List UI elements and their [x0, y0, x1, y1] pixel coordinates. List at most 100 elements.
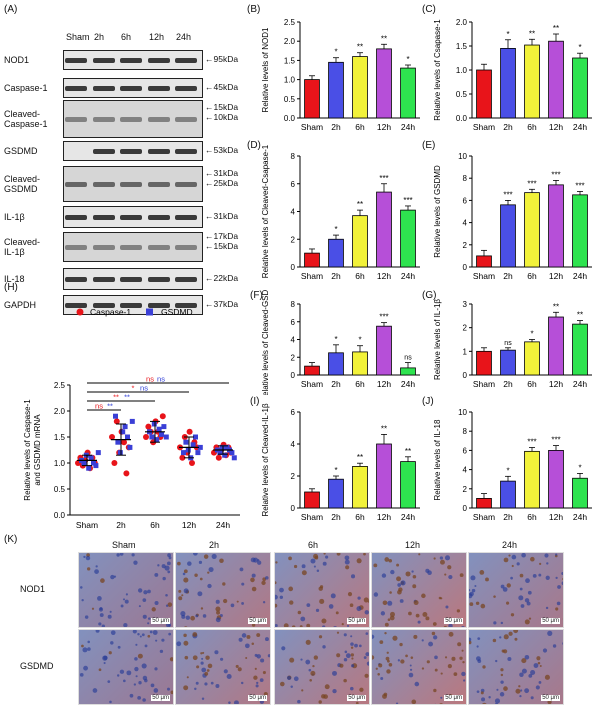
x-tick-label: 24h — [573, 512, 587, 522]
ihc-cell — [200, 652, 203, 655]
blot-band — [148, 215, 170, 220]
ihc-cell — [520, 604, 525, 608]
ihc-cell — [444, 656, 448, 659]
ihc-image: 50 μm — [371, 629, 467, 705]
data-point-gsdmd — [219, 444, 225, 450]
ihc-cell — [123, 679, 126, 683]
ihc-cell — [184, 626, 188, 627]
ihc-cell — [389, 615, 395, 621]
blot-band — [175, 86, 197, 91]
ihc-cell — [525, 578, 530, 584]
y-axis-label: Relative levels of Cleaved-Csapase-1 — [261, 144, 270, 278]
ihc-cell — [343, 657, 348, 662]
bar-chart-e: 0 2 4 6 8 10 Relative levels of GSDMD Sham *** 2h… — [433, 152, 592, 281]
ihc-cell — [421, 593, 426, 599]
ihc-cell — [400, 580, 406, 586]
ihc-cell — [200, 607, 204, 610]
ihc-cell — [313, 655, 319, 660]
ihc-cell — [480, 691, 484, 695]
ihc-cell — [445, 605, 449, 609]
x-tick-label: Sham — [301, 122, 323, 132]
ihc-cell — [233, 700, 239, 704]
ihc-cell — [356, 606, 362, 612]
ihc-cell — [216, 610, 221, 615]
ihc-cell — [220, 657, 224, 661]
ihc-cell — [84, 615, 89, 619]
significance-label: ** — [577, 311, 583, 320]
ihc-cell — [439, 703, 443, 704]
ihc-cell — [417, 620, 421, 624]
ihc-cell — [94, 569, 99, 574]
ihc-cell — [275, 624, 278, 627]
ihc-cell — [150, 683, 155, 688]
blot-band — [148, 58, 170, 63]
ihc-cell — [167, 570, 171, 574]
blot-band — [120, 277, 142, 282]
data-point-caspase-1 — [123, 470, 130, 477]
ihc-cell — [251, 573, 256, 578]
bar — [400, 367, 416, 376]
ihc-cell — [351, 657, 354, 660]
ihc-cell — [321, 618, 327, 624]
ihc-cell — [400, 659, 405, 664]
y-tick-label: 0.0 — [54, 511, 66, 520]
blot-band — [65, 182, 87, 187]
ihc-cell — [309, 679, 312, 682]
ihc-cell — [83, 665, 89, 671]
ihc-texture — [80, 553, 173, 627]
ihc-cell — [178, 589, 182, 593]
blot-band — [65, 86, 87, 91]
ihc-cell — [392, 635, 398, 641]
blot-band — [175, 149, 197, 154]
ihc-cell — [286, 675, 292, 681]
x-tick-label: Sham — [76, 520, 98, 530]
ihc-cell — [384, 622, 389, 627]
y-tick-label: 10 — [458, 152, 467, 161]
ihc-cell — [533, 663, 539, 668]
x-tick-label: 6h — [527, 379, 537, 389]
bar — [376, 443, 392, 509]
ihc-cell — [409, 664, 412, 667]
ihc-column-label: 24h — [502, 540, 518, 550]
ihc-cell — [440, 672, 443, 675]
y-tick-label: 2 — [291, 353, 296, 362]
y-tick-label: 0.5 — [456, 90, 468, 99]
blot-band — [65, 215, 87, 220]
ihc-cell — [546, 562, 549, 565]
ihc-cell — [308, 668, 312, 672]
ihc-cell — [532, 573, 537, 578]
ihc-cell — [328, 604, 334, 609]
bracket-label-caspase-1: ns — [95, 402, 103, 411]
x-tick-label: Sham — [473, 379, 495, 389]
ihc-cell — [204, 682, 208, 686]
ihc-cell — [251, 623, 256, 627]
blot-label: IL-1β — [4, 212, 25, 222]
ihc-cell — [183, 588, 189, 594]
bar-chart-g: 0 1 2 3 Relative levels of IL-1β Sham ns 2h * 6h *… — [433, 299, 592, 389]
ihc-cell — [431, 631, 436, 636]
data-point-gsdmd — [222, 452, 228, 458]
ihc-cell — [350, 653, 355, 657]
panel-label-c: (C) — [422, 4, 436, 15]
ihc-cell — [79, 672, 84, 677]
ihc-cell — [556, 601, 561, 606]
data-point-gsdmd — [154, 437, 160, 443]
ihc-cell — [215, 599, 220, 604]
y-tick-label: 2 — [463, 241, 468, 250]
ihc-cell — [323, 553, 326, 555]
ihc-cell — [133, 683, 137, 686]
y-tick-label: 1.5 — [54, 433, 66, 442]
ihc-cell — [382, 600, 388, 606]
legend-label: Caspase-1 — [90, 307, 131, 317]
ihc-cell — [254, 667, 257, 670]
ihc-cell — [241, 633, 247, 638]
bracket-label-gsdmd: ** — [124, 393, 130, 402]
ihc-cell — [306, 623, 311, 627]
ihc-cell — [524, 619, 530, 625]
y-tick-label: 1.0 — [284, 76, 296, 85]
blot-band — [93, 149, 115, 154]
ihc-cell — [116, 553, 120, 557]
ihc-cell — [275, 594, 278, 600]
significance-label: *** — [403, 196, 412, 205]
bar — [352, 215, 368, 268]
